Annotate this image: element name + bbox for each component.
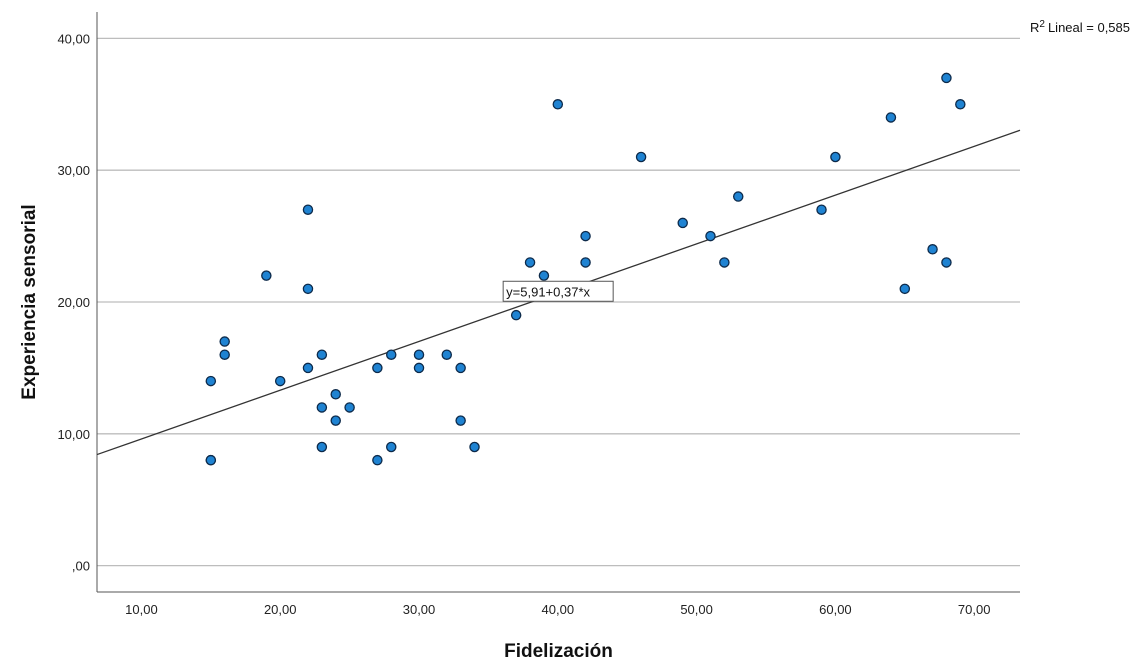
data-point-29 <box>552 99 564 110</box>
data-point-14 <box>330 415 341 426</box>
x-tick-label-3: 40,00 <box>542 602 575 617</box>
data-point-24 <box>455 415 466 426</box>
data-point-19 <box>385 441 397 453</box>
x-tick-label-6: 70,00 <box>958 602 991 617</box>
data-point-12 <box>316 441 328 453</box>
x-tick-label-2: 30,00 <box>403 602 436 617</box>
r-squared-superscript: 2 <box>1039 19 1045 30</box>
data-point-10 <box>316 349 328 360</box>
data-point-30 <box>580 230 591 242</box>
data-point-23 <box>455 362 466 374</box>
data-point-18 <box>385 349 397 360</box>
gridlines <box>97 37 1020 567</box>
fit-equation-frame <box>502 280 614 302</box>
data-point-6 <box>274 375 286 387</box>
fit-equation-box: y=5,91+0,37*x <box>502 280 614 302</box>
data-point-44 <box>955 99 966 110</box>
data-point-37 <box>816 204 827 215</box>
data-point-31 <box>580 257 591 268</box>
x-tick-label-0: 10,00 <box>125 602 158 617</box>
data-point-34 <box>705 230 716 242</box>
data-point-42 <box>941 72 952 84</box>
data-point-20 <box>413 349 425 360</box>
data-points <box>205 72 966 466</box>
y-axis-title: Experiencia sensorial <box>19 204 40 399</box>
data-point-16 <box>372 362 383 374</box>
y-tick-labels: ,00 10,00 20,00 30,00 40,00 <box>57 31 90 573</box>
y-tick-label-0: ,00 <box>72 559 90 574</box>
data-point-9 <box>302 362 314 374</box>
data-point-41 <box>927 244 938 255</box>
data-point-11 <box>316 402 328 413</box>
data-point-15 <box>344 402 355 413</box>
data-point-39 <box>885 112 897 123</box>
data-point-43 <box>941 257 952 268</box>
data-point-40 <box>899 283 911 295</box>
r-squared-label: R2 Lineal = 0,585 <box>1030 19 1130 35</box>
y-tick-label-2: 20,00 <box>57 295 90 310</box>
x-axis-title: Fidelización <box>504 641 613 659</box>
data-point-0 <box>205 375 217 387</box>
axes <box>96 12 1020 593</box>
r-squared-value: Lineal = 0,585 <box>1048 20 1130 35</box>
data-point-33 <box>677 217 688 229</box>
data-point-28 <box>538 270 550 281</box>
fit-equation-label: y=5,91+0,37*x <box>506 284 590 299</box>
y-tick-label-4: 40,00 <box>57 31 90 46</box>
data-point-35 <box>719 257 730 268</box>
data-point-27 <box>524 257 536 268</box>
data-point-5 <box>261 270 272 281</box>
data-point-22 <box>441 349 453 360</box>
x-tick-labels: 10,00 20,00 30,00 40,00 50,00 60,00 70,00 <box>125 602 990 617</box>
data-point-8 <box>302 283 314 295</box>
x-tick-label-4: 50,00 <box>680 602 713 617</box>
data-point-17 <box>372 454 383 466</box>
r-squared-prefix: R <box>1030 20 1039 35</box>
data-point-36 <box>732 191 744 202</box>
x-tick-label-5: 60,00 <box>819 602 852 617</box>
data-point-7 <box>302 204 314 215</box>
data-point-3 <box>219 336 230 347</box>
data-point-4 <box>219 349 230 360</box>
data-point-25 <box>469 441 480 453</box>
data-point-38 <box>830 151 841 163</box>
y-tick-label-3: 30,00 <box>57 163 90 178</box>
data-point-2 <box>205 454 217 466</box>
x-tick-label-1: 20,00 <box>264 602 297 617</box>
y-tick-label-1: 10,00 <box>57 427 90 442</box>
data-point-21 <box>413 362 425 374</box>
data-point-13 <box>330 389 341 400</box>
data-point-26 <box>510 309 522 321</box>
data-point-32 <box>635 151 647 163</box>
